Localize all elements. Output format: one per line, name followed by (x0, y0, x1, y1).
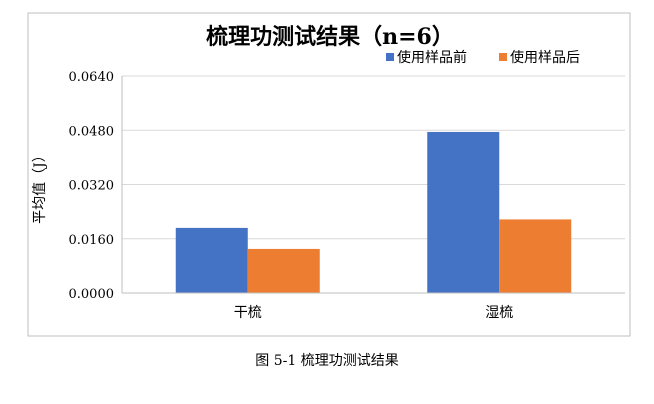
bars (175, 131, 572, 293)
y-tick-label: 0.0640 (69, 70, 115, 85)
y-tick-label: 0.0480 (69, 124, 115, 139)
y-tick-label: 0.0160 (69, 233, 115, 248)
y-axis-label: 平均值（J） (32, 148, 48, 224)
y-axis-ticks: 0.0000 0.0160 0.0320 0.0480 0.0640 (69, 70, 115, 302)
legend: 使用样品前 使用样品后 (386, 49, 580, 66)
bar-after-1 (499, 219, 572, 293)
y-tick-label: 0.0000 (69, 287, 115, 302)
x-tick-label: 干梳 (234, 305, 262, 321)
y-tick-label: 0.0320 (69, 179, 115, 194)
legend-label: 使用样品前 (397, 49, 467, 66)
legend-swatch (499, 53, 507, 61)
bar-after-0 (247, 248, 320, 293)
chart-title: 梳理功测试结果（n=6） (206, 24, 454, 50)
x-axis-ticks: 干梳 湿梳 (234, 305, 514, 321)
figure-caption: 图 5-1 梳理功测试结果 (255, 353, 399, 369)
legend-label: 使用样品后 (510, 49, 580, 66)
bar-before-1 (427, 131, 500, 293)
bar-before-0 (175, 227, 248, 293)
legend-swatch (386, 53, 394, 61)
x-tick-label: 湿梳 (485, 305, 513, 321)
